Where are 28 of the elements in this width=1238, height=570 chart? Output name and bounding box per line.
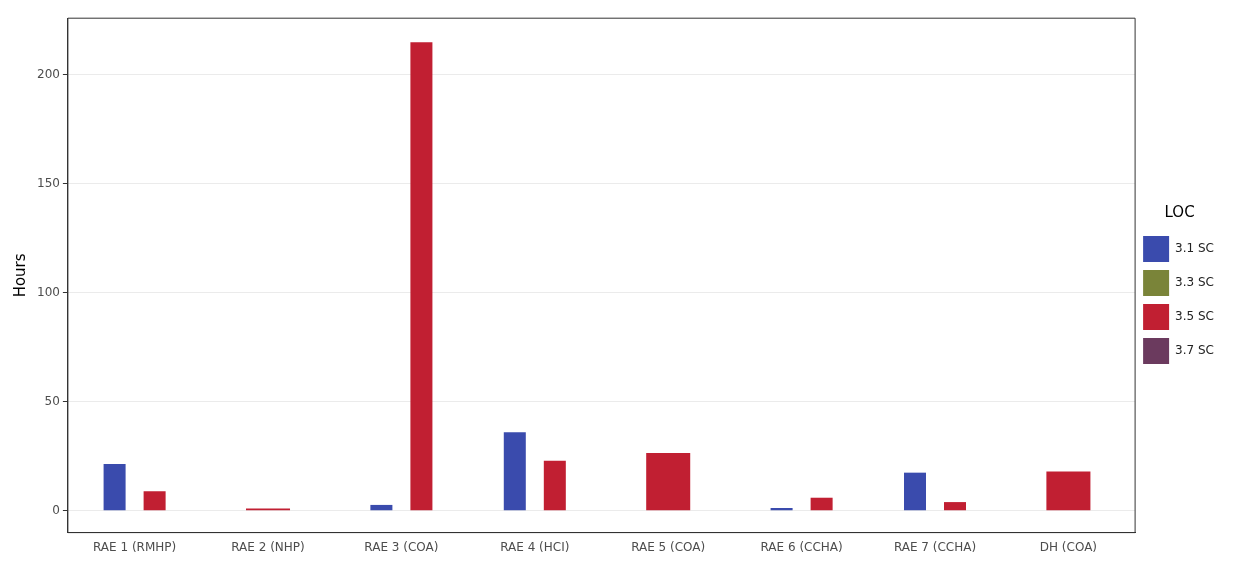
legend-label: 3.3 SC xyxy=(1175,275,1215,290)
y-tick-label: 100 xyxy=(37,284,60,299)
bar xyxy=(103,463,126,511)
bar xyxy=(370,504,393,511)
bar xyxy=(143,491,166,511)
x-tick-label: RAE 3 (COA) xyxy=(364,539,439,554)
bar xyxy=(944,502,967,511)
bar xyxy=(810,497,833,511)
bar xyxy=(410,42,433,511)
y-tick-label: 150 xyxy=(37,175,60,190)
y-tick-label: 50 xyxy=(44,393,60,408)
y-tick-label: 200 xyxy=(37,67,60,81)
x-tick-label: DH (COA) xyxy=(1039,539,1098,554)
legend-label: 3.7 SC xyxy=(1175,343,1215,358)
x-tick-label: RAE 4 (HCI) xyxy=(500,539,570,554)
bar xyxy=(543,460,566,511)
legend-label: 3.5 SC xyxy=(1175,309,1215,324)
bar xyxy=(903,472,926,511)
x-tick-label: RAE 5 (COA) xyxy=(631,539,706,554)
x-tick-label: RAE 2 (NHP) xyxy=(231,539,305,554)
legend-title: LOC xyxy=(1164,203,1195,222)
x-tick-label: RAE 7 (CCHA) xyxy=(893,539,977,554)
x-tick-label: RAE 6 (CCHA) xyxy=(760,539,843,554)
y-axis-title: Hours xyxy=(10,253,29,298)
x-tick-label: RAE 1 (RMHP) xyxy=(92,539,177,554)
legend-label: 3.1 SC xyxy=(1175,241,1215,256)
bar xyxy=(503,432,526,511)
y-tick-label: 0 xyxy=(52,502,60,517)
